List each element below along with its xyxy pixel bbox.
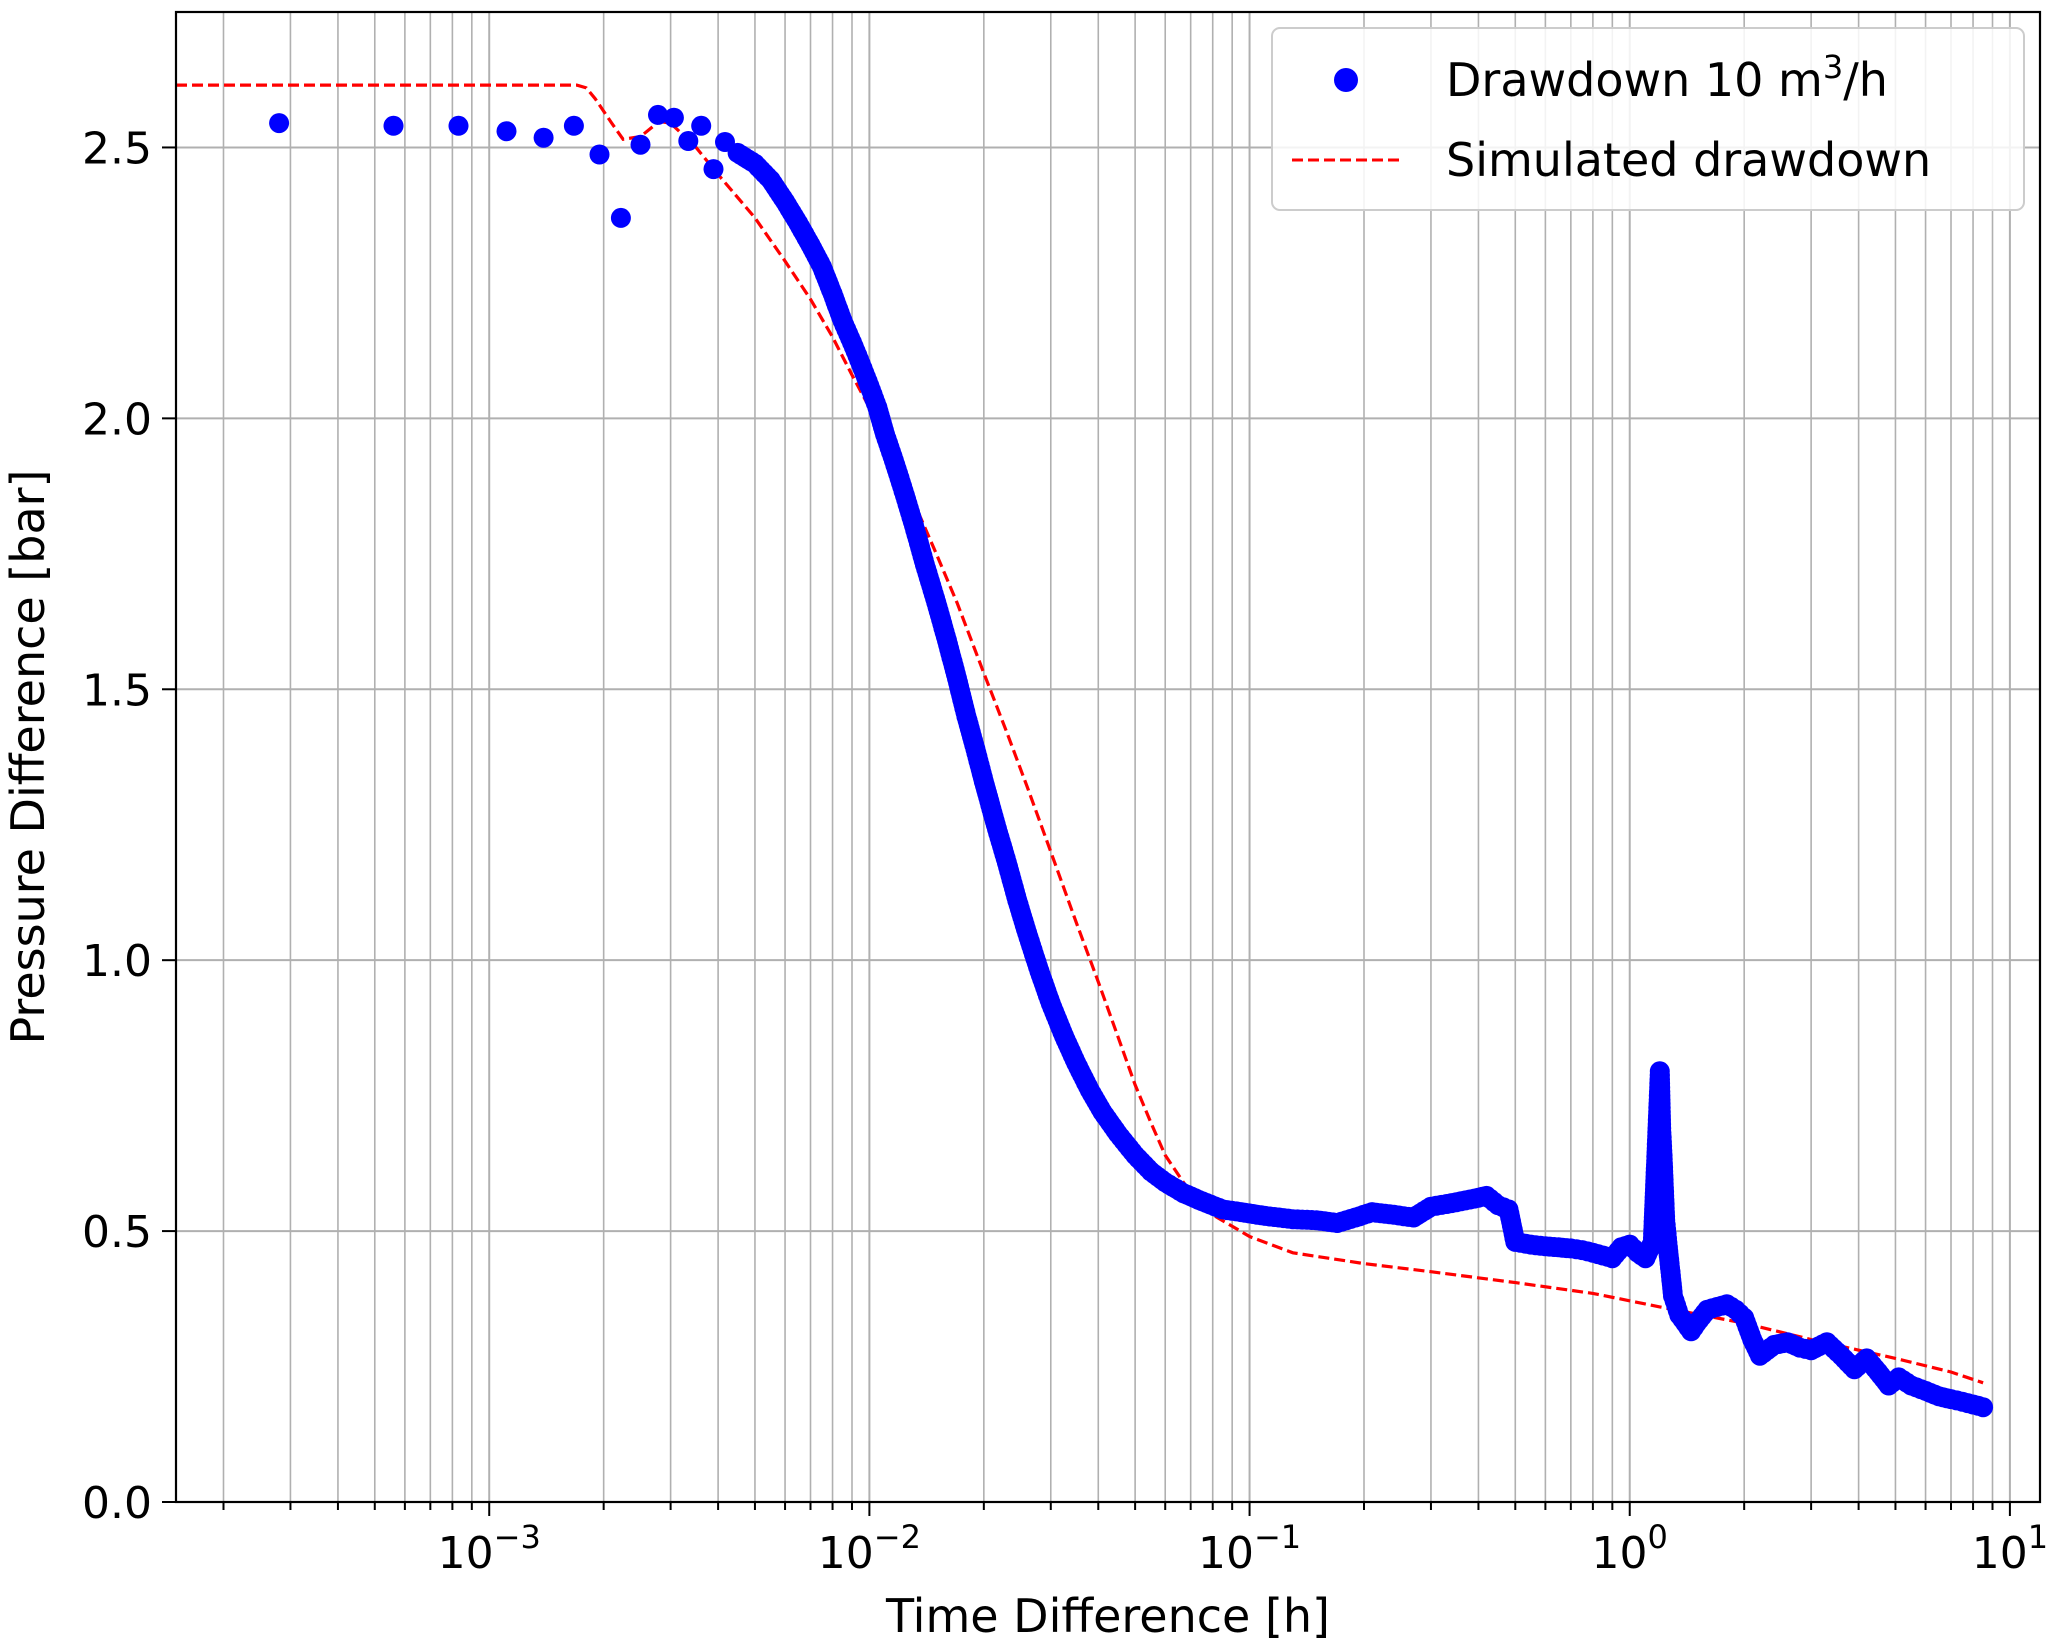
- y-tick-label: 1.5: [82, 665, 152, 716]
- data-point: [448, 115, 469, 136]
- x-tick-label: 101: [1972, 1518, 2048, 1579]
- legend-label-drawdown-suffix: /h: [1843, 53, 1888, 107]
- x-tick-label: 10−1: [1198, 1518, 1301, 1579]
- y-tick-label: 1.0: [82, 936, 152, 987]
- data-point: [496, 121, 517, 142]
- x-tick-label: 100: [1592, 1518, 1668, 1579]
- y-axis-ticks: 0.0 0.5 1.0 1.5 2.0 2.5: [82, 123, 176, 1529]
- data-point: [269, 113, 290, 134]
- plot-frame: [174, 10, 2042, 1504]
- x-tick-label: 10−3: [438, 1518, 541, 1579]
- data-point: [630, 134, 651, 155]
- legend-label-drawdown-main: Drawdown 10 m: [1446, 53, 1823, 107]
- legend-label-drawdown-superscript: 3: [1823, 48, 1843, 86]
- data-point: [691, 115, 712, 136]
- data-point: [678, 131, 699, 151]
- data-point: [383, 115, 404, 136]
- y-tick-label: 2.0: [82, 394, 152, 445]
- grid: [176, 12, 2040, 1503]
- y-axis-label: Pressure Difference [bar]: [1, 470, 55, 1045]
- legend-label-drawdown: Drawdown 10 m3/h: [1446, 48, 1888, 107]
- x-axis-label: Time Difference [h]: [885, 1589, 1330, 1643]
- data-point: [589, 144, 610, 165]
- data-point: [648, 104, 668, 125]
- y-tick-label: 0.0: [82, 1478, 152, 1529]
- x-tick-label: 10−2: [818, 1518, 921, 1579]
- legend-marker-drawdown: [1334, 68, 1358, 92]
- drawdown-points-layer: [269, 104, 1994, 1418]
- legend-label-simulated: Simulated drawdown: [1446, 133, 1931, 187]
- data-point: [533, 127, 554, 148]
- y-tick-label: 0.5: [82, 1207, 152, 1258]
- data-point: [563, 115, 584, 136]
- legend: Drawdown 10 m3/h Simulated drawdown: [1271, 27, 2025, 211]
- data-point: [1973, 1397, 1994, 1418]
- data-point: [610, 207, 631, 228]
- y-tick-label: 2.5: [82, 123, 152, 174]
- x-axis-ticks: 10−3 10−2 10−1 100 101: [222, 1502, 2048, 1579]
- legend-box: [1271, 27, 2025, 211]
- data-point: [703, 159, 724, 180]
- data-point: [663, 107, 684, 128]
